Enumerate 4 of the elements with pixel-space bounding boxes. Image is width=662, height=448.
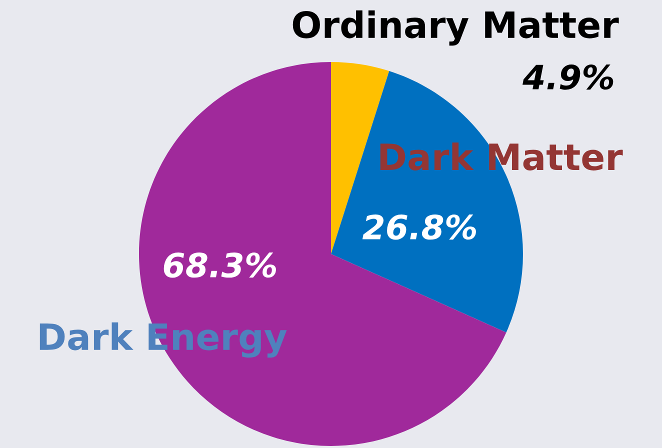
slice-label: Ordinary Matter: [292, 10, 619, 46]
data-label: 26.8%: [362, 214, 476, 240]
data-label: 68.3%: [164, 252, 276, 278]
data-label: 4.9%: [522, 64, 614, 90]
